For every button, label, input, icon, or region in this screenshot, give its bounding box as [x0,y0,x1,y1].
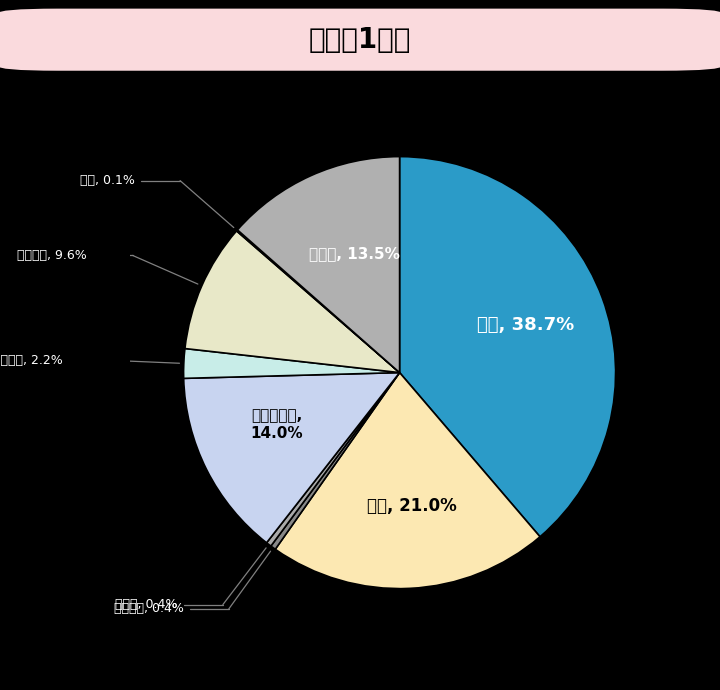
Text: ショーケース, 2.2%: ショーケース, 2.2% [0,354,63,366]
Text: 給湯, 0.1%: 給湯, 0.1% [80,174,135,187]
Wedge shape [237,230,400,373]
Text: パソコン, 0.4%: パソコン, 0.4% [114,602,184,615]
FancyBboxPatch shape [0,9,720,70]
Text: その他, 13.5%: その他, 13.5% [309,246,400,262]
Text: 調理機器, 9.6%: 調理機器, 9.6% [17,249,87,262]
Wedge shape [275,373,540,589]
Wedge shape [400,157,616,537]
Wedge shape [184,373,400,543]
Wedge shape [238,157,400,373]
Wedge shape [184,348,400,378]
Wedge shape [266,373,400,546]
Text: 照明, 21.0%: 照明, 21.0% [367,497,457,515]
Wedge shape [271,373,400,549]
Text: 空調, 38.7%: 空調, 38.7% [477,316,575,334]
Text: 冷凍・冷蔵,
14.0%: 冷凍・冷蔵, 14.0% [251,408,303,441]
Text: 冬季　1日間: 冬季 1日間 [309,26,411,54]
Text: 複合機, 0.4%: 複合機, 0.4% [115,598,178,611]
Wedge shape [185,231,400,373]
